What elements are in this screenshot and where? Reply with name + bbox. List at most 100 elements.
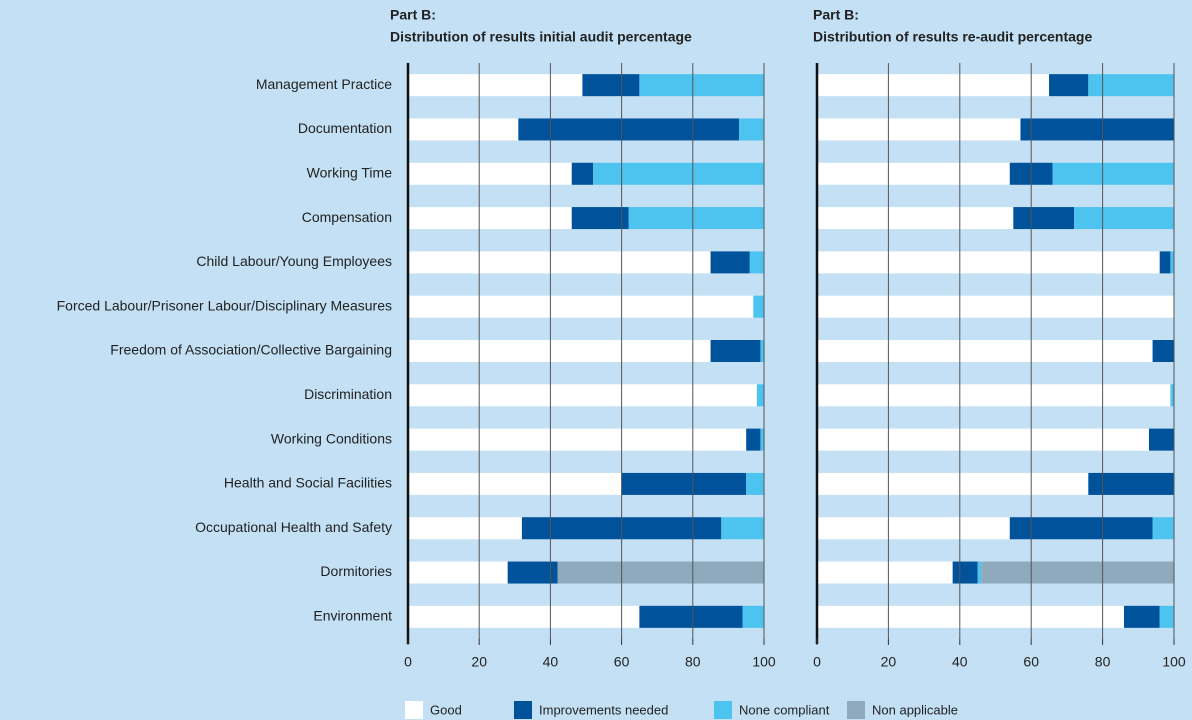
bar-segment xyxy=(817,118,1021,141)
bar-segment xyxy=(817,428,1150,451)
bar-segment xyxy=(746,428,761,451)
bar-segment xyxy=(1152,517,1174,540)
bar-segment xyxy=(1159,251,1171,274)
bar-segment xyxy=(710,251,750,274)
bar-segment xyxy=(710,340,761,362)
bar-segment xyxy=(408,428,747,451)
legend-swatch xyxy=(405,701,423,719)
bar-segment xyxy=(621,472,747,495)
x-tick-label: 80 xyxy=(685,654,701,670)
bar-segment xyxy=(817,384,1171,407)
category-label: Freedom of Association/Collective Bargai… xyxy=(110,342,392,358)
bar-segment xyxy=(408,517,522,540)
bar-segment xyxy=(742,605,764,628)
bar-segment xyxy=(1149,428,1174,451)
category-label: Management Practice xyxy=(256,76,392,92)
bar-segment xyxy=(817,605,1125,628)
bar-segment xyxy=(639,605,743,628)
bar-segment xyxy=(1159,605,1174,628)
chart-subtitle: Distribution of results initial audit pe… xyxy=(390,29,692,45)
category-label: Compensation xyxy=(302,209,392,225)
bar-segment xyxy=(408,295,754,318)
legend-swatch xyxy=(714,701,732,719)
bar-segment xyxy=(1052,162,1174,185)
category-label: Health and Social Facilities xyxy=(224,475,392,491)
bar-segment xyxy=(408,472,622,495)
legend-swatch xyxy=(514,701,532,719)
bar-segment xyxy=(1124,605,1160,628)
chart-subtitle: Distribution of results re-audit percent… xyxy=(813,29,1092,45)
x-tick-label: 100 xyxy=(1162,654,1186,670)
bar-segment xyxy=(977,561,982,584)
bar-segment xyxy=(1152,340,1174,362)
x-tick-label: 20 xyxy=(881,654,897,670)
bar-segment xyxy=(1020,118,1174,141)
bar-segment xyxy=(1088,472,1174,495)
x-tick-label: 60 xyxy=(1023,654,1039,670)
bar-segment xyxy=(817,295,1174,318)
bar-segment xyxy=(817,517,1010,540)
bar-segment xyxy=(739,118,764,141)
bar-segment xyxy=(571,207,629,230)
x-tick-label: 40 xyxy=(952,654,968,670)
bar-segment xyxy=(408,251,711,274)
bar-segment xyxy=(756,384,764,407)
bar-segment xyxy=(408,605,640,628)
bar-segment xyxy=(1088,74,1174,97)
bar-segment xyxy=(753,295,764,318)
bar-segment xyxy=(408,162,572,185)
bar-segment xyxy=(817,561,953,584)
bar-segment xyxy=(1013,207,1075,230)
bar-segment xyxy=(408,561,508,584)
category-label: Dormitories xyxy=(320,563,392,579)
legend-label: Good xyxy=(430,702,462,717)
bar-segment xyxy=(1170,251,1174,274)
bar-segment xyxy=(1009,517,1153,540)
bar-segment xyxy=(817,340,1153,362)
x-tick-label: 80 xyxy=(1095,654,1111,670)
bar-segment xyxy=(817,207,1014,230)
category-label: Environment xyxy=(313,608,392,624)
bar-segment xyxy=(1074,207,1174,230)
bar-segment xyxy=(721,517,764,540)
bar-segment xyxy=(628,207,764,230)
bar-segment xyxy=(408,207,572,230)
bar-segment xyxy=(749,251,764,274)
bar-segment xyxy=(408,74,583,97)
bar-segment xyxy=(518,118,740,141)
category-label: Forced Labour/Prisoner Labour/Disciplina… xyxy=(57,297,392,313)
bar-segment xyxy=(408,384,757,407)
legend-label: Non applicable xyxy=(872,702,958,717)
x-tick-label: 0 xyxy=(813,654,821,670)
bar-segment xyxy=(1170,384,1174,407)
bar-segment xyxy=(817,162,1010,185)
bar-segment xyxy=(507,561,558,584)
bar-segment xyxy=(746,472,764,495)
chart-title: Part B: xyxy=(813,7,859,23)
x-tick-label: 60 xyxy=(614,654,630,670)
bar-segment xyxy=(981,561,1174,584)
bar-segment xyxy=(952,561,978,584)
category-label: Occupational Health and Safety xyxy=(195,519,392,535)
chart-title: Part B: xyxy=(390,7,436,23)
category-label: Working Conditions xyxy=(271,430,392,446)
legend-label: Improvements needed xyxy=(539,702,668,717)
category-label: Discrimination xyxy=(304,386,392,402)
bar-segment xyxy=(817,472,1089,495)
legend-swatch xyxy=(847,701,865,719)
x-tick-label: 100 xyxy=(752,654,776,670)
legend-label: None compliant xyxy=(739,702,830,717)
category-label: Working Time xyxy=(307,164,393,180)
category-label: Documentation xyxy=(298,120,392,136)
bar-segment xyxy=(760,340,764,362)
bar-segment xyxy=(408,118,519,141)
x-tick-label: 0 xyxy=(404,654,412,670)
bar-segment xyxy=(639,74,764,97)
bar-segment xyxy=(582,74,640,97)
category-label: Child Labour/Young Employees xyxy=(196,253,392,269)
bar-segment xyxy=(408,340,711,362)
x-tick-label: 40 xyxy=(543,654,559,670)
x-tick-label: 20 xyxy=(471,654,487,670)
bar-segment xyxy=(557,561,764,584)
